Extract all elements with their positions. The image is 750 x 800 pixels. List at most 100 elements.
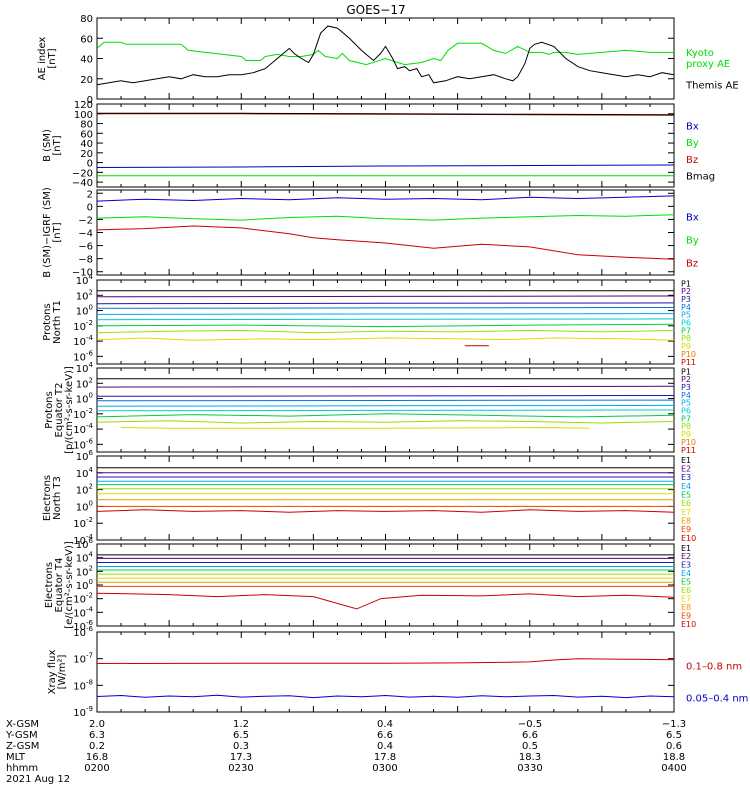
legend-line: E1 [681,544,691,553]
legend-line: E10 [681,620,696,629]
legend-line: 0.1–0.8 nm [686,662,742,673]
ephemeris-value: 0400 [661,763,686,774]
legend-line: E9 [681,611,691,620]
y-axis-label-line: North T3 [52,476,63,520]
y-tick-label: 10-8 [73,678,93,692]
legend-line: E4 [681,482,691,491]
series-line-P2 [96,295,675,298]
y-tick-exponent: -7 [86,652,93,660]
y-tick-label: 104 [76,273,94,287]
legend-entry: By [686,138,699,149]
legend-entry: Themis AE [685,81,739,92]
y-tick-label: 104 [76,551,94,565]
ephemeris-value: 0230 [228,763,253,774]
legend-line: E7 [681,508,691,517]
legend-line: E2 [681,465,691,474]
y-tick-label: −10 [72,268,93,279]
legend-line: P1 [681,367,691,376]
y-axis-label-line: B (SM)−IGRF (SM) [42,187,53,278]
y-axis-label-line: [e/(cm²-s-sr-keV)] [64,541,75,629]
y-tick-label: 104 [76,361,94,375]
y-tick-label: 106 [76,537,94,551]
panel-1: 0 20 40 60 80 AE index[nT] Kyoto proxy AE Themis… [37,14,739,106]
y-axis-label: ElectronsNorth T3 [42,475,63,521]
legend-line: By [686,235,699,246]
series-line-P6 [96,409,675,412]
legend-line: P6 [681,407,691,416]
y-tick-label: 80 [80,120,93,131]
y-tick-exponent: -4 [86,605,94,613]
legend-entry: E7 [681,594,691,603]
y-tick-label: 10-2 [73,319,93,333]
y-tick-label: −4 [78,229,93,240]
legend-line: P5 [681,399,691,408]
ephemeris-value: 17.3 [230,752,252,763]
legend-entry: P2 [681,287,691,296]
series-line-Bmag [97,112,675,116]
legend-line: Bz [686,258,698,269]
series-line-E10 [96,509,675,513]
y-tick-label: 102 [76,564,93,578]
y-tick-exponent: 2 [89,564,93,572]
y-tick-label: 80 [80,14,93,25]
y-tick-exponent: -8 [86,678,93,686]
legend-entry: 0.1–0.8 nm [686,662,742,673]
legend-line: P9 [681,430,691,439]
legend-entry: E6 [681,499,691,508]
legend-line: P11 [681,358,696,367]
ephemeris-table: X-GSM 2.0 1.2 0.4 −0.5 −1.3 Y-GSM 6.3 6.5 6.6 6.6 6… [5,719,687,785]
y-tick-label: 104 [76,466,94,480]
series-line-P6 [96,318,675,321]
legend-entry: E10 [681,534,696,543]
legend-entry: P10 [681,438,696,447]
ephemeris-value: 18.3 [519,752,541,763]
series-line-0.1–0.8 nm [96,658,675,664]
series-line-0.05–0.4 nm [96,694,675,699]
series-line-By [96,214,675,221]
legend-line: P7 [681,326,691,335]
y-axis-label-line: [nT] [47,48,58,68]
y-tick-exponent: 0 [89,499,93,507]
ephemeris-value: 0.4 [377,741,393,752]
legend-entry: P5 [681,311,691,320]
y-axis-label: Xray flux[W/m²] [47,650,68,695]
y-axis-label-line: [nT] [52,222,63,242]
y-tick-label: 20 [80,149,93,160]
legend-line: E2 [681,552,691,561]
y-tick-label: 102 [76,376,93,390]
series-line-P8 [96,420,675,424]
ephemeris-row-label: Z-GSM [6,741,39,752]
series-line-E10 [96,592,675,610]
y-tick-label: 10-2 [73,516,93,530]
y-tick-label: 10-6 [73,625,93,639]
legend-line: E5 [681,491,691,500]
legend-line: proxy AE [686,59,730,70]
y-tick-label: −6 [78,242,93,253]
y-axis-label-line: Equator T2 [54,383,65,438]
y-tick-exponent: 4 [89,466,94,474]
y-axis-label: B (SM)−IGRF (SM)[nT] [42,187,63,278]
legend-entry: E2 [681,465,691,474]
y-tick-label: 0 [87,202,93,213]
legend-entry: P5 [681,399,691,408]
series-line-P4 [96,307,675,309]
y-tick-label: 0 [87,95,93,106]
legend-entry: Kyoto proxy AE [686,48,730,70]
series-line-P5 [96,404,675,407]
legend-line: P4 [681,303,691,312]
ephemeris-value: 17.8 [374,752,396,763]
y-tick-label: 2 [87,189,93,200]
legend-entry: P8 [681,334,691,343]
legend-entry: By [686,235,699,246]
y-tick-label: 10-4 [73,334,93,348]
y-axis-label: ElectronsEquator T4[e/(cm²-s-sr-keV)] [44,541,75,629]
legend-entry: Bx [686,212,699,223]
series-line-P5 [96,313,675,315]
legend-entry: P4 [681,303,691,312]
ephemeris-value: −1.3 [662,719,686,730]
legend-line: P1 [681,279,691,288]
legend-line: E3 [681,473,691,482]
y-tick-label: 60 [80,34,93,45]
legend-entry: P7 [681,414,691,423]
